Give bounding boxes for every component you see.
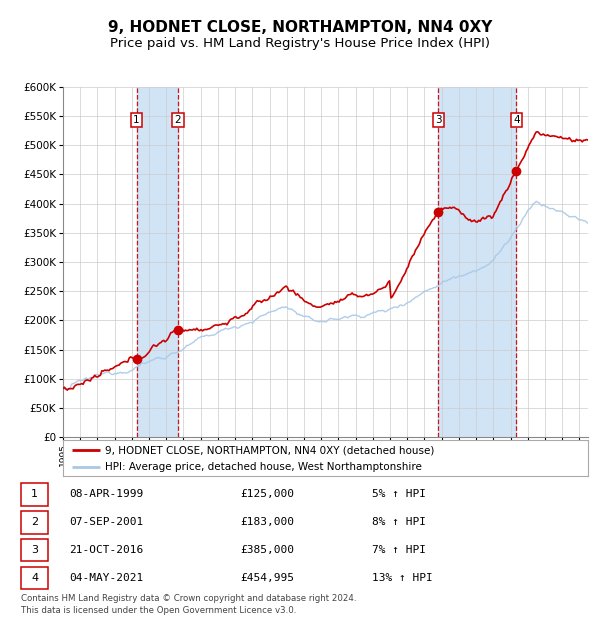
- Text: 07-SEP-2001: 07-SEP-2001: [69, 517, 143, 528]
- Bar: [438, 87, 517, 437]
- Text: 1: 1: [133, 115, 140, 125]
- Text: £183,000: £183,000: [240, 517, 294, 528]
- Text: 2: 2: [31, 517, 38, 528]
- Text: £385,000: £385,000: [240, 545, 294, 556]
- Text: 1: 1: [31, 489, 38, 500]
- Text: 4: 4: [31, 573, 38, 583]
- Text: 8% ↑ HPI: 8% ↑ HPI: [372, 517, 426, 528]
- Text: 9, HODNET CLOSE, NORTHAMPTON, NN4 0XY (detached house): 9, HODNET CLOSE, NORTHAMPTON, NN4 0XY (d…: [105, 445, 434, 455]
- Text: 7% ↑ HPI: 7% ↑ HPI: [372, 545, 426, 556]
- Text: 3: 3: [435, 115, 442, 125]
- Text: Contains HM Land Registry data © Crown copyright and database right 2024.: Contains HM Land Registry data © Crown c…: [21, 595, 356, 603]
- Text: 04-MAY-2021: 04-MAY-2021: [69, 573, 143, 583]
- Text: 3: 3: [31, 545, 38, 556]
- Text: This data is licensed under the Open Government Licence v3.0.: This data is licensed under the Open Gov…: [21, 606, 296, 614]
- Bar: [137, 87, 178, 437]
- Text: £125,000: £125,000: [240, 489, 294, 500]
- Text: 4: 4: [513, 115, 520, 125]
- Text: 08-APR-1999: 08-APR-1999: [69, 489, 143, 500]
- Text: 2: 2: [175, 115, 181, 125]
- Text: 9, HODNET CLOSE, NORTHAMPTON, NN4 0XY: 9, HODNET CLOSE, NORTHAMPTON, NN4 0XY: [108, 20, 492, 35]
- Text: 13% ↑ HPI: 13% ↑ HPI: [372, 573, 433, 583]
- Text: £454,995: £454,995: [240, 573, 294, 583]
- Text: 21-OCT-2016: 21-OCT-2016: [69, 545, 143, 556]
- Text: 5% ↑ HPI: 5% ↑ HPI: [372, 489, 426, 500]
- Text: Price paid vs. HM Land Registry's House Price Index (HPI): Price paid vs. HM Land Registry's House …: [110, 37, 490, 50]
- Text: HPI: Average price, detached house, West Northamptonshire: HPI: Average price, detached house, West…: [105, 462, 422, 472]
